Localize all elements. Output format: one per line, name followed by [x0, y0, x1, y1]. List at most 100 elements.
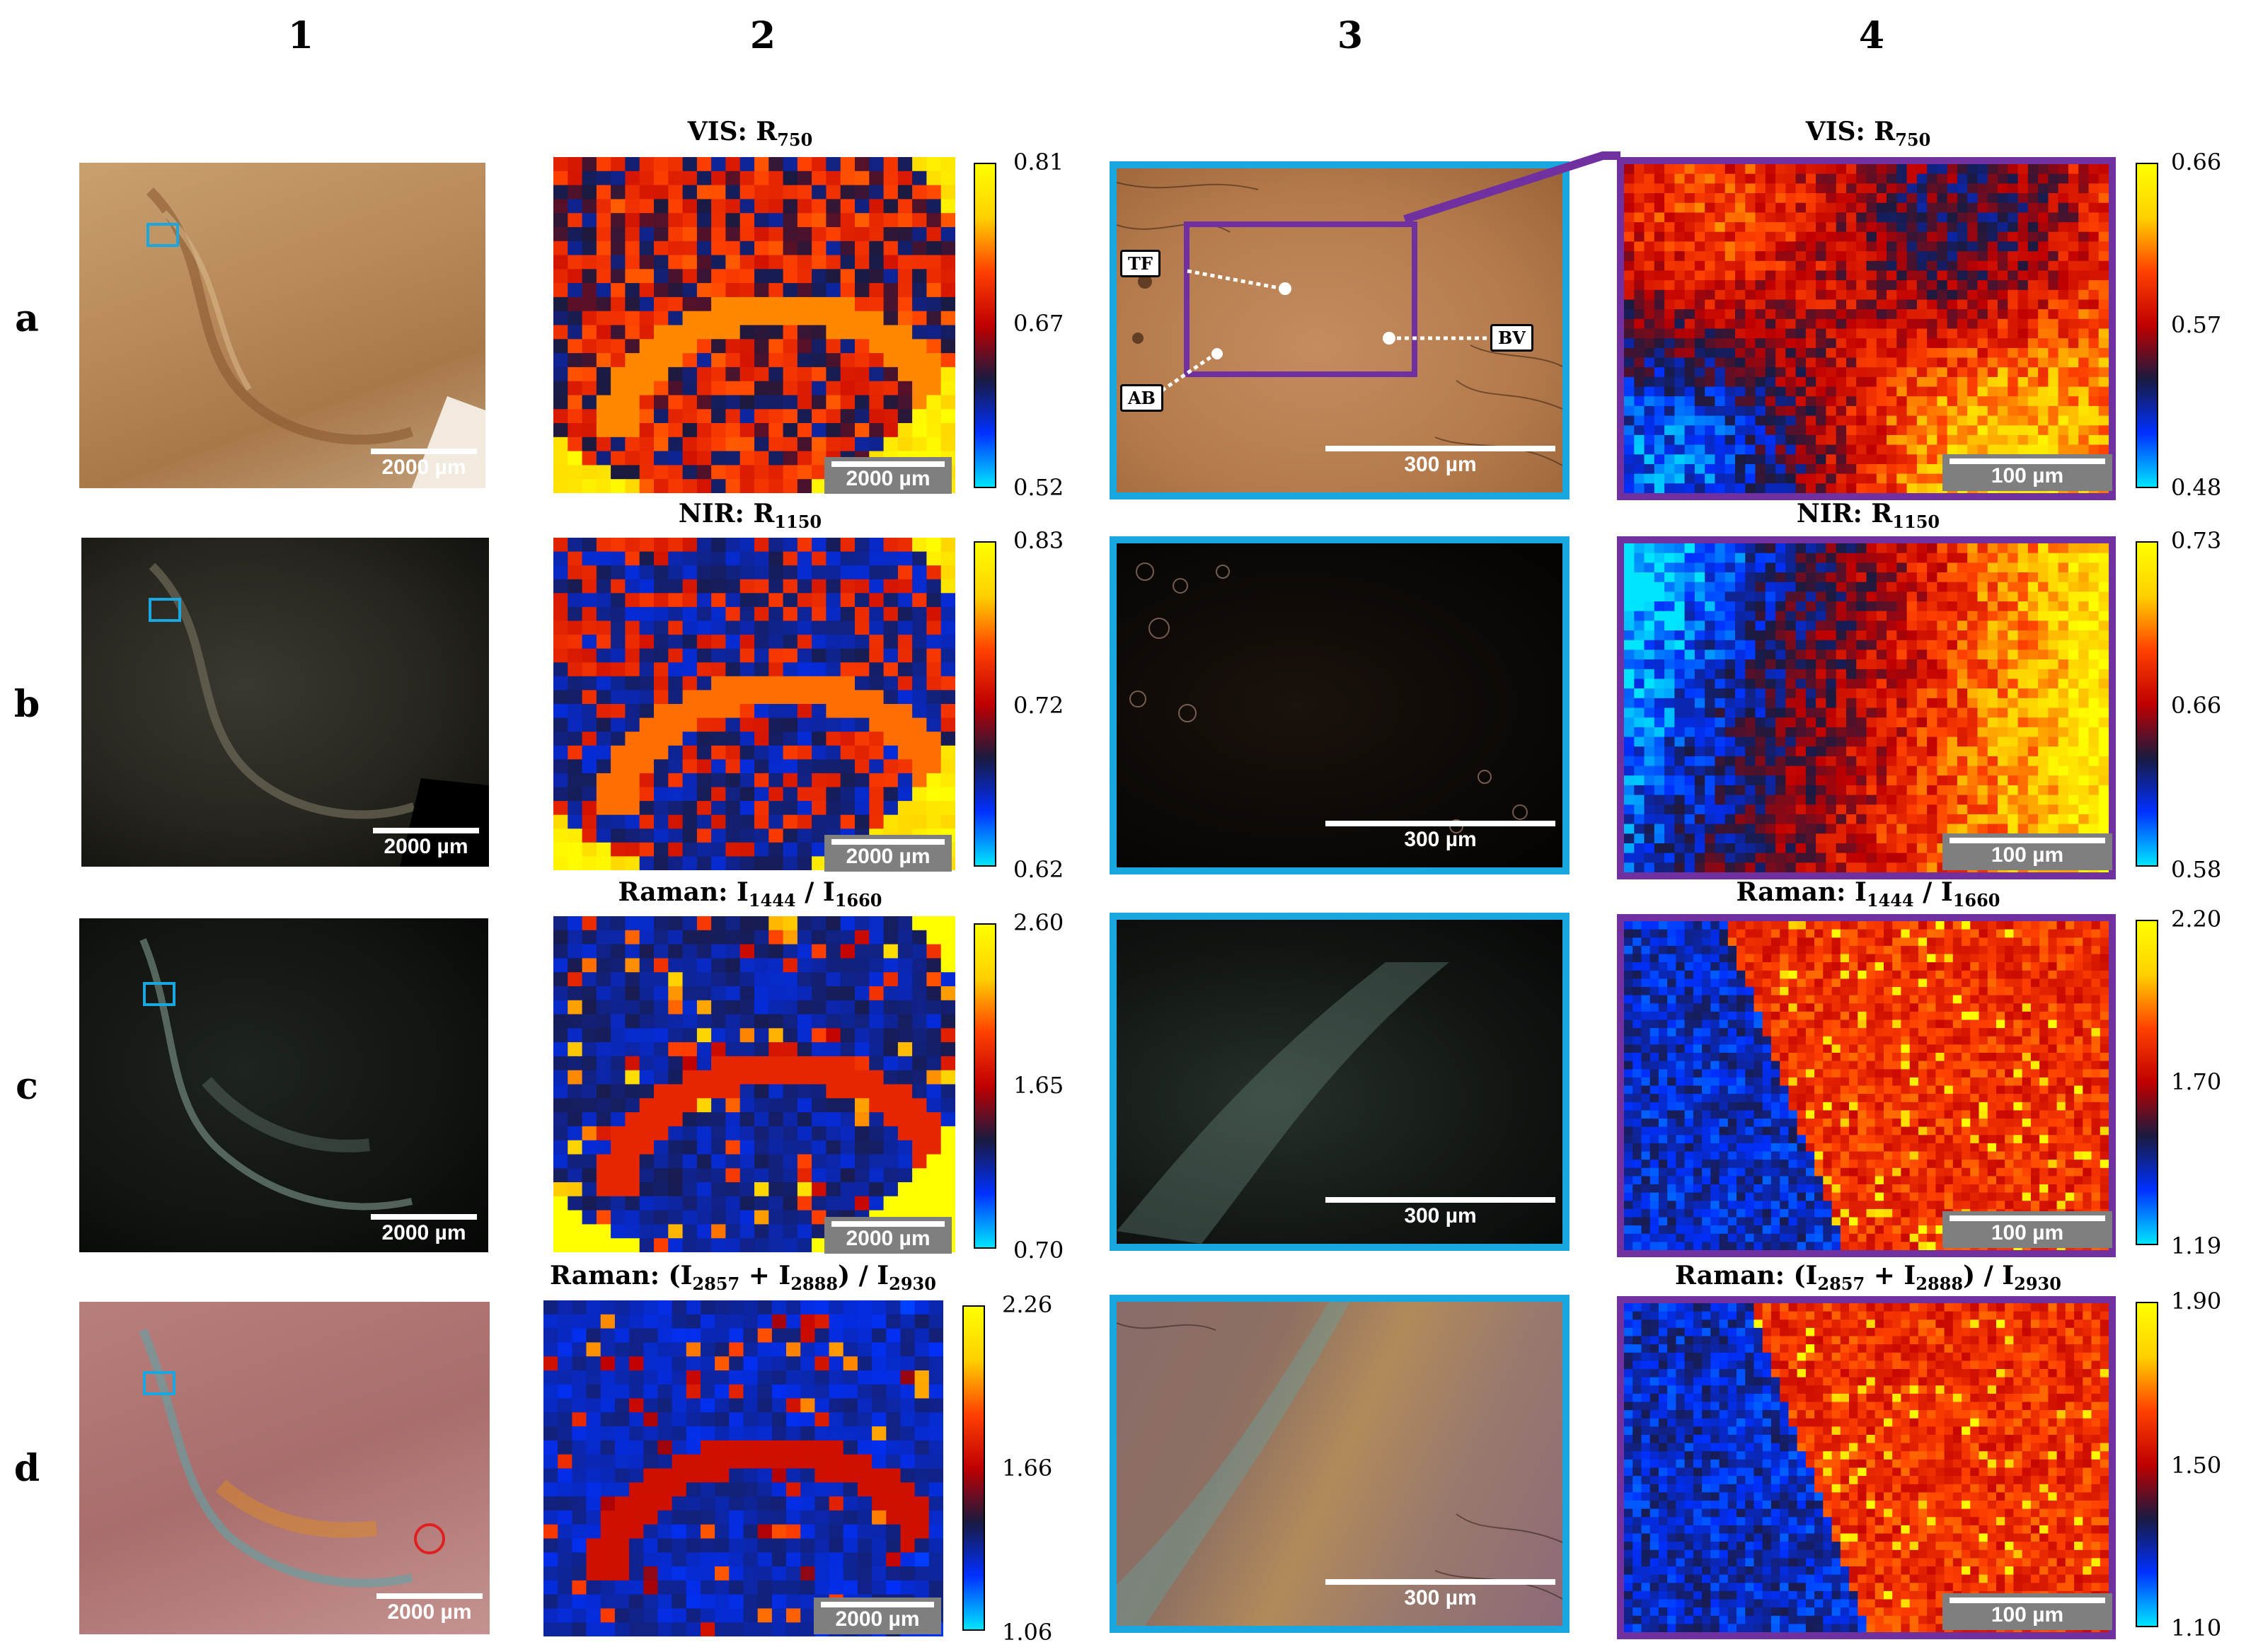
heatmap-cell — [768, 1196, 784, 1211]
heatmap-cell — [2048, 241, 2059, 252]
heatmap-cell — [596, 773, 611, 788]
heatmap-cell — [739, 465, 755, 480]
heatmap-cell — [812, 1126, 827, 1141]
heatmap-cell — [654, 296, 669, 312]
heatmap-cell — [1998, 553, 2008, 563]
heatmap-cell — [768, 732, 784, 746]
heatmap-cell — [812, 593, 827, 608]
heatmap-cell — [768, 409, 784, 424]
heatmap-cell — [582, 1098, 597, 1113]
heatmap-cell — [1735, 543, 1746, 554]
heatmap-cell — [1634, 260, 1645, 272]
heatmap-cell — [2048, 318, 2059, 330]
scalebar-overview-d: 2000 µm — [376, 1593, 483, 1624]
heatmap-cell — [1896, 251, 1908, 262]
heatmap-cell — [1916, 415, 1928, 426]
heatmap-cell — [657, 1440, 673, 1455]
heatmap-cell — [1896, 212, 1908, 223]
heatmap-cell — [886, 1384, 902, 1399]
heatmap-cell — [711, 1042, 726, 1057]
heatmap-cell — [1715, 444, 1726, 455]
heatmap-cell — [2098, 202, 2109, 213]
heatmap-cell — [897, 1112, 913, 1127]
heatmap-cell — [883, 1112, 899, 1127]
heatmap-cell — [829, 1482, 844, 1497]
heatmap-cell — [1745, 425, 1756, 436]
heatmap-cell — [768, 662, 784, 677]
heatmap-cell — [711, 353, 726, 368]
heatmap-cell — [586, 1454, 601, 1469]
heatmap-cell — [1684, 454, 1695, 465]
heatmap-cell — [711, 773, 726, 788]
heatmap-cell — [1664, 620, 1675, 631]
heatmap-cell — [754, 759, 769, 774]
heatmap-cell — [1775, 222, 1786, 233]
heatmap-cell — [1916, 309, 1928, 320]
heatmap-cell — [625, 213, 640, 228]
heatmap-cell — [1987, 164, 1998, 175]
heatmap-cell — [1805, 222, 1816, 233]
heatmap-cell — [2098, 270, 2109, 281]
heatmap-cell — [914, 1454, 930, 1469]
heatmap-cell — [1684, 299, 1695, 310]
heatmap-cell — [1836, 553, 1847, 563]
heatmap-cell — [926, 551, 942, 566]
heatmap-cell — [696, 1056, 712, 1071]
heatmap-cell — [786, 1622, 801, 1636]
heatmap-cell — [1684, 309, 1695, 320]
heatmap-cell — [668, 620, 684, 635]
heatmap-cell — [826, 269, 841, 284]
heatmap-cell — [2048, 582, 2059, 592]
heatmap-cell — [1836, 357, 1847, 368]
heatmap-cell — [668, 773, 684, 788]
heatmap-cell — [797, 171, 812, 186]
heatmap-cell — [1977, 543, 1988, 554]
heatmap-cell — [1674, 289, 1686, 301]
heatmap-cell — [1977, 270, 1988, 281]
heatmap-cell — [2017, 280, 2029, 291]
heatmap-cell — [1775, 357, 1786, 368]
heatmap-cell — [2058, 367, 2069, 378]
heatmap-cell — [715, 1426, 730, 1441]
heatmap-cell — [786, 1328, 801, 1343]
heatmap-cell — [2048, 611, 2059, 621]
heatmap-cell — [1816, 483, 1826, 493]
heatmap-cell — [1937, 659, 1948, 670]
heatmap-cell — [1654, 289, 1665, 301]
heatmap-cell — [1887, 649, 1897, 660]
heatmap-cell — [668, 930, 684, 945]
heatmap-cell — [1715, 611, 1726, 621]
heatmap-cell — [614, 1608, 630, 1623]
heatmap-cell — [1745, 572, 1756, 583]
heatmap-cell — [1906, 620, 1918, 631]
heatmap-cell — [771, 1510, 787, 1525]
heatmap-cell — [739, 1238, 755, 1252]
heatmap-cell — [582, 662, 597, 677]
heatmap-cell — [1765, 376, 1776, 388]
heatmap-cell — [2058, 183, 2069, 194]
heatmap-cell — [1755, 454, 1766, 465]
heatmap-cell — [757, 1608, 773, 1623]
heatmap-cell — [701, 1594, 715, 1609]
heatmap-cell — [715, 1510, 730, 1525]
heatmap-cell — [1826, 630, 1837, 641]
heatmap-cell — [872, 1580, 887, 1595]
heatmap-cell — [2027, 251, 2039, 262]
heatmap-cell — [553, 704, 568, 719]
heatmap-cell — [1705, 553, 1716, 563]
heatmap-cell — [682, 745, 698, 760]
heatmap-cell — [1715, 415, 1726, 426]
heatmap-cell — [797, 1210, 812, 1225]
heatmap-cell — [1916, 405, 1928, 417]
heatmap-cell — [682, 648, 698, 663]
heatmap-cell — [1998, 386, 2008, 397]
heatmap-cell — [1816, 572, 1826, 583]
heatmap-cell — [1745, 193, 1756, 204]
heatmap-cell — [1967, 241, 1979, 252]
heatmap-cell — [1987, 251, 1998, 262]
heatmap-cell — [1937, 212, 1948, 223]
heatmap-cell — [743, 1356, 759, 1371]
heatmap-cell — [654, 1168, 669, 1183]
heatmap-cell — [840, 787, 856, 802]
heatmap-cell — [783, 1070, 798, 1085]
